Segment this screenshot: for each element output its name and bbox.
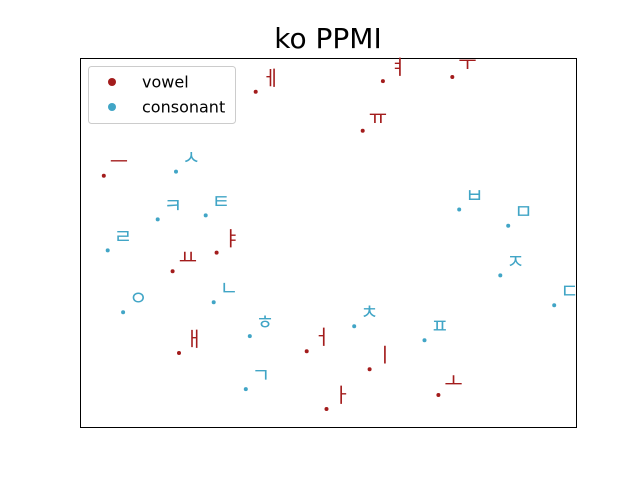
consonant-point-label-10: ㅂ <box>465 184 483 208</box>
vowel-point-6 <box>170 269 175 274</box>
vowel-point-4 <box>101 173 106 178</box>
consonant-point-label-11: ㅁ <box>514 200 532 224</box>
vowel-point-label-6: ㅛ <box>179 245 197 269</box>
vowel-point-label-8: ㅓ <box>313 325 331 349</box>
vowel-point-3 <box>360 128 365 133</box>
consonant-point-label-4: ㅇ <box>129 286 147 310</box>
consonant-point-13 <box>552 303 557 308</box>
vowel-point-label-1: ㅕ <box>389 55 407 79</box>
consonant-point-label-9: ㅍ <box>431 314 449 338</box>
vowel-point-label-4: ㅡ <box>110 150 128 174</box>
consonant-point-7 <box>243 387 248 392</box>
legend-label-vowel: vowel <box>142 73 189 92</box>
consonant-point-3 <box>105 248 110 253</box>
consonant-point-9 <box>422 338 427 343</box>
consonant-point-label-12: ㅈ <box>506 249 524 273</box>
consonant-point-label-7: ㄱ <box>252 363 270 387</box>
legend: vowel consonant <box>88 66 236 124</box>
vowel-point-label-10: ㅏ <box>333 383 351 407</box>
consonant-point-8 <box>352 324 357 329</box>
consonant-point-label-0: ㅅ <box>182 146 200 170</box>
legend-marker-vowel <box>108 78 116 86</box>
consonant-point-label-1: ㅋ <box>164 193 182 217</box>
consonant-point-5 <box>211 300 216 305</box>
consonant-point-label-13: ㄷ <box>560 279 578 303</box>
vowel-point-11 <box>436 393 441 397</box>
vowel-point-label-9: ㅣ <box>376 343 394 367</box>
consonant-point-4 <box>121 310 126 315</box>
vowel-point-5 <box>214 250 219 255</box>
consonant-point-label-2: ㅌ <box>212 189 230 213</box>
vowel-point-label-0: ㅔ <box>262 66 280 90</box>
vowel-point-9 <box>367 367 372 372</box>
consonant-point-6 <box>247 334 252 339</box>
consonant-point-0 <box>174 169 178 174</box>
legend-box <box>88 66 236 124</box>
vowel-point-label-7: ㅐ <box>185 327 203 351</box>
consonant-point-label-8: ㅊ <box>360 300 378 324</box>
vowel-point-0 <box>253 89 258 94</box>
consonant-point-11 <box>506 223 511 228</box>
legend-label-consonant: consonant <box>142 98 225 117</box>
chart-title: ko PPMI <box>274 22 381 55</box>
consonant-point-label-5: ㄴ <box>220 276 238 300</box>
consonant-point-1 <box>155 217 160 222</box>
vowel-point-10 <box>324 407 329 411</box>
consonant-point-label-3: ㄹ <box>114 224 132 248</box>
consonant-point-label-6: ㅎ <box>256 310 274 334</box>
consonant-point-12 <box>498 273 503 278</box>
vowel-point-label-2: ㅜ <box>458 51 476 75</box>
vowel-point-label-5: ㅑ <box>223 227 241 251</box>
vowel-point-label-3: ㅠ <box>369 105 387 129</box>
consonant-point-2 <box>203 213 208 218</box>
vowel-point-8 <box>304 349 309 354</box>
vowel-point-1 <box>380 79 385 84</box>
legend-marker-consonant <box>108 103 116 111</box>
vowel-point-7 <box>177 351 181 355</box>
vowel-point-label-11: ㅗ <box>444 369 462 393</box>
consonant-point-10 <box>457 207 462 212</box>
vowel-point-2 <box>450 75 455 79</box>
